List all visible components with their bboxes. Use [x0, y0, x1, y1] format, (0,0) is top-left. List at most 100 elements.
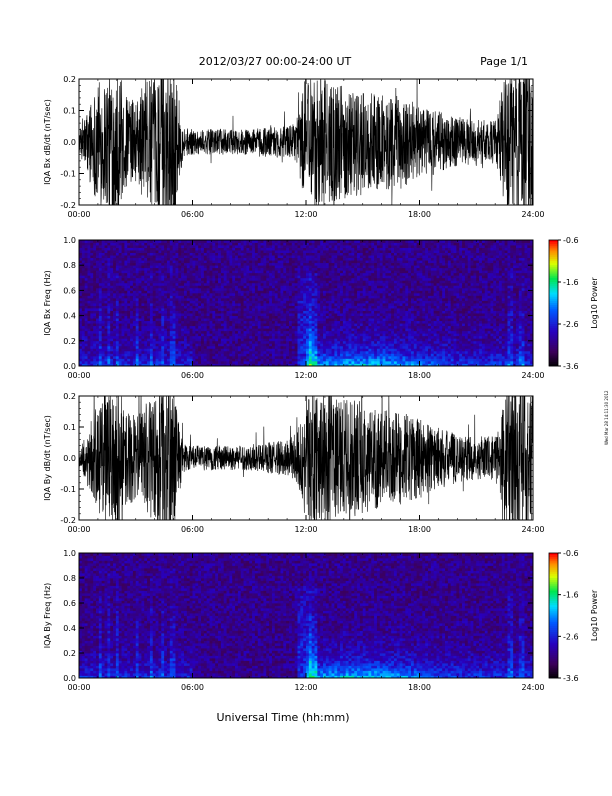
heat-cell — [244, 308, 247, 311]
heat-cell — [96, 361, 99, 364]
heat-cell — [241, 253, 244, 256]
heat-cell — [161, 333, 164, 336]
heat-cell — [312, 280, 315, 283]
heat-cell — [309, 288, 312, 291]
heat-cell — [263, 300, 266, 303]
heat-cell — [258, 253, 261, 256]
heat-cell — [170, 285, 173, 288]
heat-cell — [317, 343, 320, 346]
heat-cell — [82, 303, 85, 306]
heat-cell — [164, 288, 167, 291]
heat-cell — [107, 258, 110, 261]
heat-cell — [127, 321, 130, 324]
heat-cell — [354, 343, 357, 346]
heat-cell — [351, 353, 354, 356]
heat-cell — [207, 293, 210, 296]
heat-cell — [241, 265, 244, 268]
heat-cell — [187, 351, 190, 354]
heat-cell — [229, 358, 232, 361]
heat-cell — [261, 295, 264, 298]
heat-cell — [153, 306, 156, 309]
heat-cell — [283, 248, 286, 251]
heat-cell — [124, 260, 127, 263]
heat-cell — [184, 343, 187, 346]
heat-cell — [349, 358, 352, 361]
heat-cell — [158, 295, 161, 298]
heat-cell — [337, 326, 340, 329]
heat-cell — [261, 250, 264, 253]
heat-cell — [139, 333, 142, 336]
heat-cell — [326, 270, 329, 273]
heat-cell — [88, 343, 91, 346]
heat-cell — [283, 295, 286, 298]
heat-cell — [278, 318, 281, 321]
heat-cell — [238, 358, 241, 361]
heat-cell — [153, 260, 156, 263]
heat-cell — [297, 356, 300, 359]
heat-cell — [218, 326, 221, 329]
heat-cell — [323, 255, 326, 258]
heat-cell — [303, 268, 306, 271]
heat-cell — [227, 275, 230, 278]
heat-cell — [207, 248, 210, 251]
heat-cell — [184, 298, 187, 301]
heat-cell — [252, 346, 255, 349]
heat-cell — [332, 285, 335, 288]
heat-cell — [113, 278, 116, 281]
heat-cell — [340, 306, 343, 309]
heat-cell — [280, 351, 283, 354]
heat-cell — [312, 343, 315, 346]
heat-cell — [85, 243, 88, 246]
heat-cell — [315, 255, 318, 258]
heat-cell — [229, 348, 232, 351]
heat-cell — [102, 245, 105, 248]
heat-cell — [212, 258, 215, 261]
heat-cell — [158, 265, 161, 268]
heat-cell — [178, 303, 181, 306]
heat-cell — [346, 351, 349, 354]
heat-cell — [255, 288, 258, 291]
heat-cell — [195, 250, 198, 253]
heat-cell — [229, 311, 232, 314]
heat-cell — [218, 290, 221, 293]
heat-cell — [170, 343, 173, 346]
heat-cell — [207, 343, 210, 346]
heat-cell — [88, 306, 91, 309]
heat-cell — [218, 331, 221, 334]
heat-cell — [283, 268, 286, 271]
heat-cell — [130, 263, 133, 266]
heat-cell — [232, 316, 235, 319]
heat-cell — [99, 361, 102, 364]
heat-cell — [309, 270, 312, 273]
heat-cell — [297, 288, 300, 291]
heat-cell — [150, 270, 153, 273]
heat-cell — [252, 298, 255, 301]
heat-cell — [280, 278, 283, 281]
heat-cell — [102, 333, 105, 336]
heat-cell — [297, 278, 300, 281]
heat-cell — [349, 263, 352, 266]
heat-cell — [354, 331, 357, 334]
heat-cell — [164, 248, 167, 251]
heat-cell — [195, 356, 198, 359]
heat-cell — [88, 280, 91, 283]
heat-cell — [232, 265, 235, 268]
heat-cell — [306, 270, 309, 273]
heat-cell — [173, 321, 176, 324]
heat-cell — [82, 253, 85, 256]
heat-cell — [133, 308, 136, 311]
heat-cell — [218, 255, 221, 258]
heat-cell — [139, 318, 142, 321]
heat-cell — [320, 258, 323, 261]
heat-cell — [133, 316, 136, 319]
heat-cell — [343, 336, 346, 339]
heat-cell — [153, 316, 156, 319]
heat-cell — [332, 298, 335, 301]
heat-cell — [269, 245, 272, 248]
heat-cell — [170, 316, 173, 319]
heat-cell — [198, 343, 201, 346]
heat-cell — [150, 263, 153, 266]
heat-cell — [346, 260, 349, 263]
heat-cell — [153, 290, 156, 293]
heat-cell — [193, 250, 196, 253]
